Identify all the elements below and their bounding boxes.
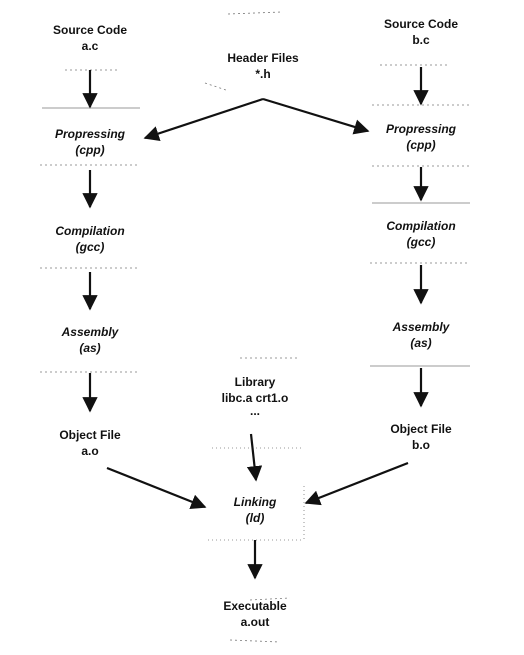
- node-object-b-file: b.o: [412, 438, 430, 452]
- node-assemble-b-title: Assembly: [392, 320, 450, 334]
- node-compile-a-title: Compilation: [55, 224, 125, 238]
- node-compile-b: Compilation (gcc): [361, 218, 481, 250]
- node-linking: Linking (ld): [195, 494, 315, 526]
- node-object-b-title: Object File: [390, 422, 452, 436]
- node-object-a: Object File a.o: [30, 427, 150, 459]
- node-executable-file: a.out: [240, 615, 270, 629]
- arrow-object-a-to-link: [106, 466, 207, 510]
- node-header-files-pattern: *.h: [255, 67, 271, 81]
- node-compile-b-tool: (gcc): [406, 235, 436, 249]
- node-library-more: ...: [249, 404, 260, 418]
- node-header-files-title: Header Files: [227, 51, 299, 65]
- node-compile-a-tool: (gcc): [75, 240, 105, 254]
- node-linking-title: Linking: [233, 495, 277, 509]
- node-assemble-b: Assembly (as): [361, 319, 481, 351]
- node-library-files: libc.a crt1.o: [221, 391, 289, 405]
- node-object-a-file: a.o: [81, 444, 99, 458]
- flow-arrows: [82, 67, 429, 580]
- node-assemble-a: Assembly (as): [30, 324, 150, 356]
- node-source-b: Source Code b.c: [361, 16, 481, 48]
- node-executable-title: Executable: [223, 599, 287, 613]
- node-preprocess-b: Propressing (cpp): [361, 121, 481, 153]
- node-object-a-title: Object File: [59, 428, 121, 442]
- node-executable: Executable a.out: [195, 598, 315, 630]
- node-linking-tool: (ld): [245, 511, 265, 525]
- node-source-b-title: Source Code: [383, 17, 458, 31]
- node-library: Library libc.a crt1.o ...: [190, 374, 320, 418]
- node-assemble-a-title: Assembly: [61, 325, 119, 339]
- arrow-headers-to-preprocess-b: [262, 97, 370, 135]
- node-source-a-file: a.c: [81, 39, 99, 53]
- arrow-headers-to-preprocess-a: [143, 97, 264, 141]
- node-source-b-file: b.c: [412, 33, 430, 47]
- node-header-files: Header Files *.h: [203, 50, 323, 82]
- node-preprocess-a-tool: (cpp): [75, 143, 105, 157]
- node-object-b: Object File b.o: [361, 421, 481, 453]
- node-compile-b-title: Compilation: [386, 219, 456, 233]
- node-source-a: Source Code a.c: [30, 22, 150, 54]
- node-preprocess-b-tool: (cpp): [406, 138, 436, 152]
- node-preprocess-a: Propressing (cpp): [30, 126, 150, 158]
- separator-lines: [40, 11, 470, 643]
- node-assemble-b-tool: (as): [410, 336, 432, 350]
- arrow-library-to-link: [246, 433, 263, 482]
- node-preprocess-a-title: Propressing: [54, 127, 126, 141]
- node-library-title: Library: [234, 375, 276, 389]
- node-preprocess-b-title: Propressing: [385, 122, 457, 136]
- node-source-a-title: Source Code: [52, 23, 127, 37]
- node-compile-a: Compilation (gcc): [30, 223, 150, 255]
- node-assemble-a-tool: (as): [79, 341, 101, 355]
- arrow-object-b-to-link: [304, 461, 409, 506]
